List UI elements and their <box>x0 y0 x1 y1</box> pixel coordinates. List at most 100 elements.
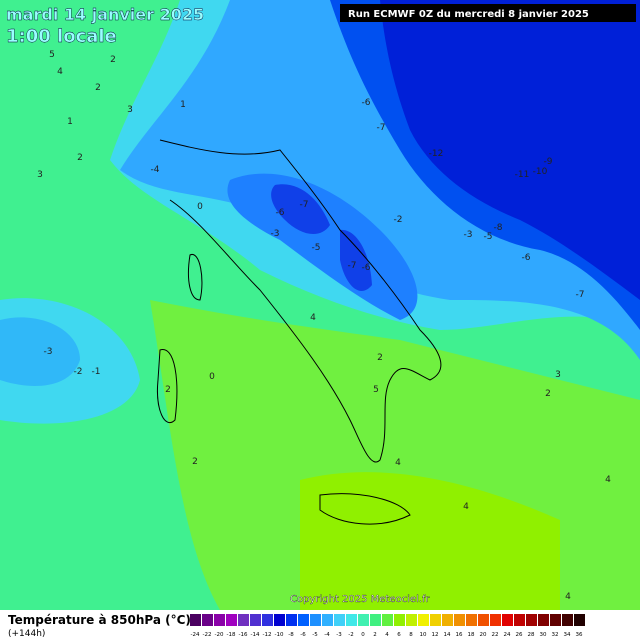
cold-pool-core <box>0 317 80 386</box>
scale-label: 16 <box>456 632 463 638</box>
scale-swatch <box>538 614 549 626</box>
scale-label: 12 <box>432 632 439 638</box>
contour-label: 4 <box>463 502 469 512</box>
scale-label: 18 <box>468 632 475 638</box>
contour-label: -7 <box>377 123 386 133</box>
contour-label: -2 <box>74 367 83 377</box>
scale-swatch <box>394 614 405 626</box>
scale-label: 30 <box>540 632 547 638</box>
copyright: Copyright 2025 Meteociel.fr <box>290 594 431 605</box>
scale-swatch <box>502 614 513 626</box>
scale-label: -12 <box>263 632 272 638</box>
scale-label: 4 <box>385 632 389 638</box>
scale-label: -24 <box>191 632 200 638</box>
contour-label: 4 <box>310 313 316 323</box>
contour-label: 2 <box>377 353 383 363</box>
scale-label: -6 <box>300 632 306 638</box>
contour-label: 2 <box>192 457 198 467</box>
contour-label: -3 <box>271 229 280 239</box>
lead-time: (+144h) <box>8 629 45 639</box>
scale-label: 8 <box>409 632 413 638</box>
scale-swatch <box>442 614 453 626</box>
scale-swatch <box>526 614 537 626</box>
scale-label: 26 <box>516 632 523 638</box>
contour-label: -7 <box>348 261 357 271</box>
scale-swatch <box>550 614 561 626</box>
contour-label: -3 <box>464 230 473 240</box>
scale-swatch <box>334 614 345 626</box>
contour-label: 1 <box>67 117 73 127</box>
contour-label: 5 <box>49 50 55 60</box>
run: Run ECMWF 0Z du mercredi 8 janvier 2025 <box>348 9 589 20</box>
scale-swatch <box>262 614 273 626</box>
scale-swatch <box>562 614 573 626</box>
scale-label: 10 <box>420 632 427 638</box>
scale-label: 6 <box>397 632 401 638</box>
contour-label: -6 <box>522 253 531 263</box>
scale-swatch <box>466 614 477 626</box>
scale-label: -5 <box>312 632 318 638</box>
scale-swatch <box>298 614 309 626</box>
contour-label: 1 <box>180 100 186 110</box>
scale-swatch <box>238 614 249 626</box>
scale-label: 2 <box>373 632 377 638</box>
scale-label: 24 <box>504 632 511 638</box>
title: mardi 14 janvier 2025 <box>6 5 204 24</box>
scale-label: -2 <box>348 632 353 638</box>
warm-core <box>300 472 560 610</box>
scale-label: 14 <box>444 632 451 638</box>
scale-label: -14 <box>251 632 260 638</box>
scale-label: 28 <box>528 632 535 638</box>
scale-label: -22 <box>203 632 212 638</box>
scale-label: -10 <box>275 632 284 638</box>
contour-label: 4 <box>565 592 571 602</box>
contour-label: 2 <box>77 153 83 163</box>
scale-swatch <box>454 614 465 626</box>
contour-label: -7 <box>576 290 585 300</box>
contour-label: -11 <box>515 170 530 180</box>
contour-label: -10 <box>533 167 548 177</box>
contour-label: 5 <box>373 385 379 395</box>
contour-label: 2 <box>95 83 101 93</box>
scale-swatch <box>286 614 297 626</box>
scale-label: 36 <box>576 632 583 638</box>
time: 1:00 locale <box>6 26 117 47</box>
scale-label: -20 <box>215 632 224 638</box>
contour-label: -1 <box>92 367 101 377</box>
scale-swatch <box>358 614 369 626</box>
scale-swatch <box>514 614 525 626</box>
contour-label: 4 <box>57 67 63 77</box>
scale-swatch <box>574 614 585 626</box>
contour-label: 0 <box>209 372 215 382</box>
scale-swatch <box>322 614 333 626</box>
contour-label: 4 <box>395 458 401 468</box>
contour-label: -8 <box>494 223 503 233</box>
contour-label: -9 <box>544 157 553 167</box>
contour-label: -6 <box>276 208 285 218</box>
scale-swatch <box>202 614 213 626</box>
contour-label: -2 <box>394 215 403 225</box>
scale-label: 22 <box>492 632 499 638</box>
contour-label: 3 <box>37 170 43 180</box>
scale-label: -3 <box>336 632 342 638</box>
contour-label: -5 <box>312 243 321 253</box>
cold-core <box>271 184 372 291</box>
contour-label: 0 <box>197 202 203 212</box>
scale-label: 0 <box>361 632 365 638</box>
scale-swatch <box>310 614 321 626</box>
scale-swatch <box>382 614 393 626</box>
scale-label: 34 <box>564 632 571 638</box>
scale-label: 32 <box>552 632 559 638</box>
contour-label: -5 <box>484 232 493 242</box>
run-box <box>340 4 636 22</box>
contour-label: -3 <box>44 347 53 357</box>
scale-swatch <box>430 614 441 626</box>
contour-label: 2 <box>545 389 551 399</box>
contour-label: -12 <box>429 149 444 159</box>
scale-swatch <box>346 614 357 626</box>
contour-label: -6 <box>362 98 371 108</box>
contour-label: -7 <box>300 200 309 210</box>
scale-swatch <box>226 614 237 626</box>
scale-swatch <box>478 614 489 626</box>
